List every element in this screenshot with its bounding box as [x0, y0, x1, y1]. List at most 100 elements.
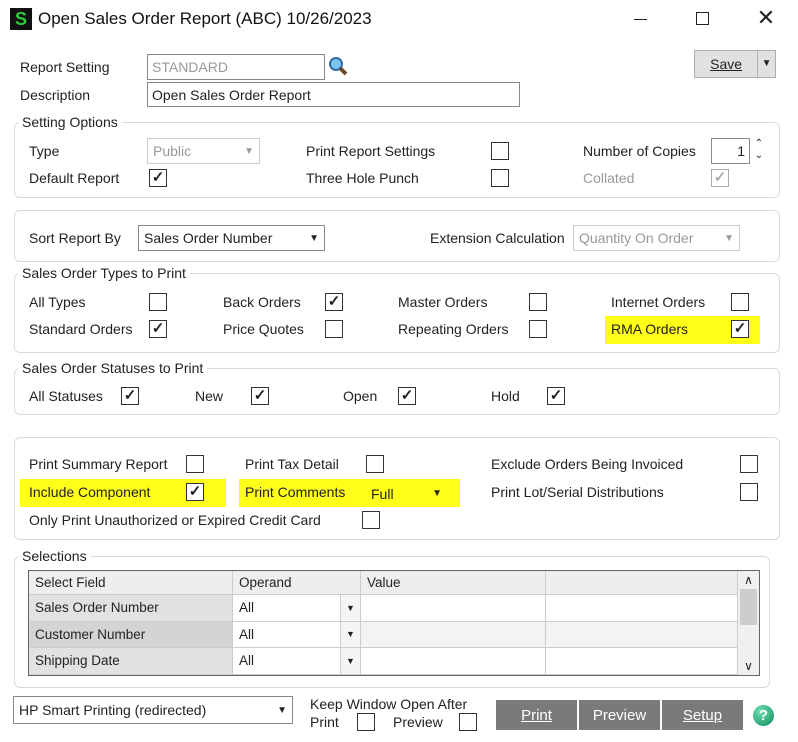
print-report-settings-checkbox[interactable]	[491, 142, 509, 160]
collated-label: Collated	[583, 170, 635, 186]
exclude-invoiced-label: Exclude Orders Being Invoiced	[491, 456, 684, 472]
exclude-invoiced-checkbox[interactable]	[740, 455, 758, 473]
description-input[interactable]: Open Sales Order Report	[147, 82, 520, 107]
setup-button[interactable]: Setup	[662, 700, 743, 730]
operand-cell[interactable]: All ▼	[233, 621, 361, 648]
chevron-down-icon[interactable]: ▼	[340, 648, 360, 674]
operand-cell[interactable]: All ▼	[233, 595, 361, 622]
statuses-group	[14, 368, 780, 415]
close-button[interactable]: ✕	[756, 5, 776, 30]
save-button[interactable]: Save ▼	[694, 50, 776, 78]
print-comments-select[interactable]: Full ▼	[365, 481, 448, 506]
report-setting-input[interactable]: STANDARD	[147, 54, 325, 80]
type-checkbox[interactable]	[731, 293, 749, 311]
value-cell[interactable]	[361, 595, 546, 622]
grid-scrollbar[interactable]: ∧ ∨	[738, 571, 759, 675]
status-label: Hold	[491, 388, 520, 404]
description-label: Description	[20, 87, 91, 103]
value-cell[interactable]	[361, 648, 546, 675]
chevron-down-icon[interactable]: ▼	[340, 621, 360, 647]
copies-input[interactable]: 1	[711, 138, 750, 164]
search-icon[interactable]	[328, 56, 348, 76]
status-checkbox[interactable]: ✓	[398, 387, 416, 405]
save-label: Save	[710, 56, 743, 72]
type-label: All Types	[29, 294, 86, 310]
print-lot-label: Print Lot/Serial Distributions	[491, 484, 664, 500]
type-checkbox[interactable]: ✓	[731, 320, 749, 338]
extra-cell	[546, 648, 738, 675]
operand-value: All	[239, 653, 255, 669]
type-checkbox[interactable]	[149, 293, 167, 311]
print-tax-label: Print Tax Detail	[245, 456, 339, 472]
copies-spinner[interactable]: ⌃ ⌄	[754, 138, 764, 161]
column-header: Operand	[233, 571, 361, 595]
preview-button[interactable]: Preview	[579, 700, 660, 730]
type-label: RMA Orders	[611, 321, 689, 337]
include-component-label: Include Component	[29, 484, 151, 500]
keep-open-label: Keep Window Open After	[310, 696, 468, 712]
include-component-checkbox[interactable]: ✓	[186, 483, 204, 501]
printer-select[interactable]: HP Smart Printing (redirected) ▼	[13, 696, 293, 724]
extension-label: Extension Calculation	[430, 230, 565, 246]
print-comments-value: Full	[371, 485, 394, 502]
print-tax-checkbox[interactable]	[366, 455, 384, 473]
select-field-cell[interactable]: Customer Number	[29, 621, 233, 648]
print-lot-checkbox[interactable]	[740, 483, 758, 501]
status-checkbox[interactable]: ✓	[547, 387, 565, 405]
scroll-thumb[interactable]	[740, 589, 757, 625]
selections-legend: Selections	[18, 548, 91, 564]
type-label: Repeating Orders	[398, 321, 509, 337]
printer-value: HP Smart Printing (redirected)	[19, 702, 207, 718]
statuses-legend: Sales Order Statuses to Print	[18, 360, 208, 376]
copies-value: 1	[737, 143, 745, 159]
print-summary-checkbox[interactable]	[186, 455, 204, 473]
unauthorized-checkbox[interactable]	[362, 511, 380, 529]
chevron-down-icon: ▼	[724, 232, 734, 244]
unauthorized-label: Only Print Unauthorized or Expired Credi…	[29, 512, 321, 528]
scroll-up-icon[interactable]: ∧	[744, 573, 753, 587]
status-label: All Statuses	[29, 388, 103, 404]
scroll-down-icon[interactable]: ∨	[744, 659, 753, 673]
collated-checkbox[interactable]: ✓	[711, 169, 729, 187]
keep-open-preview-checkbox[interactable]	[459, 713, 477, 731]
default-report-checkbox[interactable]: ✓	[149, 169, 167, 187]
sort-value: Sales Order Number	[144, 230, 273, 246]
select-field-cell[interactable]: Sales Order Number	[29, 595, 233, 622]
types-legend: Sales Order Types to Print	[18, 265, 190, 281]
type-checkbox[interactable]	[529, 293, 547, 311]
window-title: Open Sales Order Report (ABC) 10/26/2023	[38, 9, 372, 28]
type-label: Master Orders	[398, 294, 488, 310]
status-checkbox[interactable]: ✓	[121, 387, 139, 405]
type-checkbox[interactable]	[529, 320, 547, 338]
maximize-button[interactable]	[696, 12, 709, 25]
operand-cell[interactable]: All ▼	[233, 648, 361, 675]
keep-open-preview-label: Preview	[393, 714, 443, 730]
minimize-button[interactable]	[628, 8, 652, 30]
select-field-cell[interactable]: Shipping Date	[29, 648, 233, 675]
status-checkbox[interactable]: ✓	[251, 387, 269, 405]
three-hole-punch-checkbox[interactable]	[491, 169, 509, 187]
default-report-label: Default Report	[29, 170, 120, 186]
print-button-label: Print	[521, 706, 552, 724]
type-checkbox[interactable]: ✓	[149, 320, 167, 338]
type-checkbox[interactable]: ✓	[325, 293, 343, 311]
chevron-down-icon[interactable]: ▼	[340, 595, 360, 621]
type-label: Standard Orders	[29, 321, 133, 337]
column-header: Value	[361, 571, 546, 595]
chevron-down-icon: ▼	[277, 704, 287, 716]
type-label: Price Quotes	[223, 321, 304, 337]
operand-value: All	[239, 600, 255, 616]
keep-open-print-checkbox[interactable]	[357, 713, 375, 731]
value-cell[interactable]	[361, 621, 546, 648]
selections-group	[14, 556, 770, 688]
setting-options-legend: Setting Options	[18, 114, 122, 130]
sort-select[interactable]: Sales Order Number ▼	[138, 225, 325, 251]
type-select[interactable]: Public ▼	[147, 138, 260, 164]
copies-label: Number of Copies	[583, 143, 696, 159]
print-button[interactable]: Print	[496, 700, 577, 730]
sort-group	[14, 210, 780, 262]
type-checkbox[interactable]	[325, 320, 343, 338]
extension-select[interactable]: Quantity On Order ▼	[573, 225, 740, 251]
save-dropdown-icon[interactable]: ▼	[757, 51, 775, 77]
help-icon[interactable]: ?	[753, 705, 774, 726]
